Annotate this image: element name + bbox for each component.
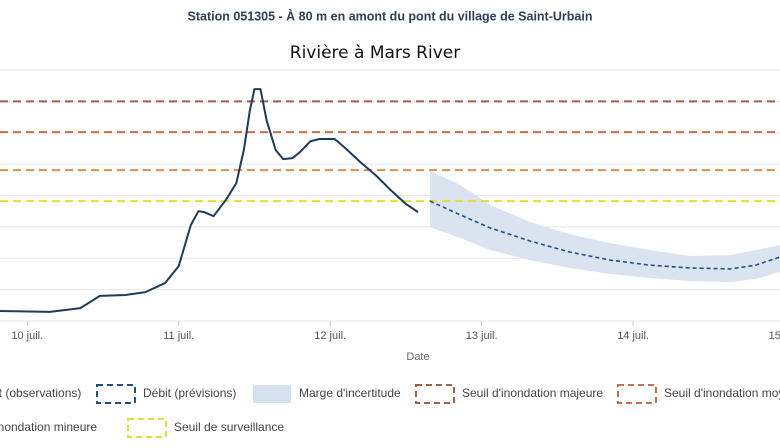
legend-label: Seuil d'inondation mineure bbox=[0, 420, 97, 434]
chart-subtitle: Rivière à Mars River bbox=[290, 43, 460, 63]
x-tick-label: 11 juil. bbox=[163, 330, 194, 342]
series-line bbox=[0, 88, 419, 313]
x-tick-label: 12 juil. bbox=[314, 330, 346, 342]
legend-label: Seuil d'inondation majeure bbox=[462, 386, 603, 400]
legend-swatch bbox=[96, 384, 136, 404]
legend-swatch bbox=[415, 384, 455, 404]
legend-swatch bbox=[253, 385, 291, 403]
legend: Débit (observations) Débit (prévisions) Ma… bbox=[0, 384, 780, 438]
series-line bbox=[429, 200, 780, 270]
legend-swatch bbox=[617, 384, 657, 404]
uncertainty-band bbox=[430, 171, 780, 283]
legend-label: Débit (prévisions) bbox=[143, 386, 236, 400]
grid: 10 juil. 11 juil. 12 juil. 13 juil. 14 juil.… bbox=[0, 69, 780, 342]
legend-label: Débit (observations) bbox=[0, 386, 81, 400]
legend-label: Seuil d'inondation moyenne bbox=[664, 386, 780, 400]
legend-swatch bbox=[127, 418, 167, 438]
x-tick-label: 13 juil. bbox=[466, 330, 498, 342]
x-axis-label: Date bbox=[406, 351, 429, 363]
x-tick-label: 15 juil. bbox=[769, 330, 780, 342]
legend-label: Marge d'incertitude bbox=[299, 386, 401, 400]
chart-title: Station 051305 - À 80 m en amont du pont… bbox=[188, 8, 593, 23]
legend-label: Seuil de surveillance bbox=[174, 420, 284, 434]
plot-area bbox=[0, 88, 780, 313]
x-tick-label: 10 juil. bbox=[11, 330, 43, 342]
x-tick-label: 14 juil. bbox=[617, 330, 649, 342]
